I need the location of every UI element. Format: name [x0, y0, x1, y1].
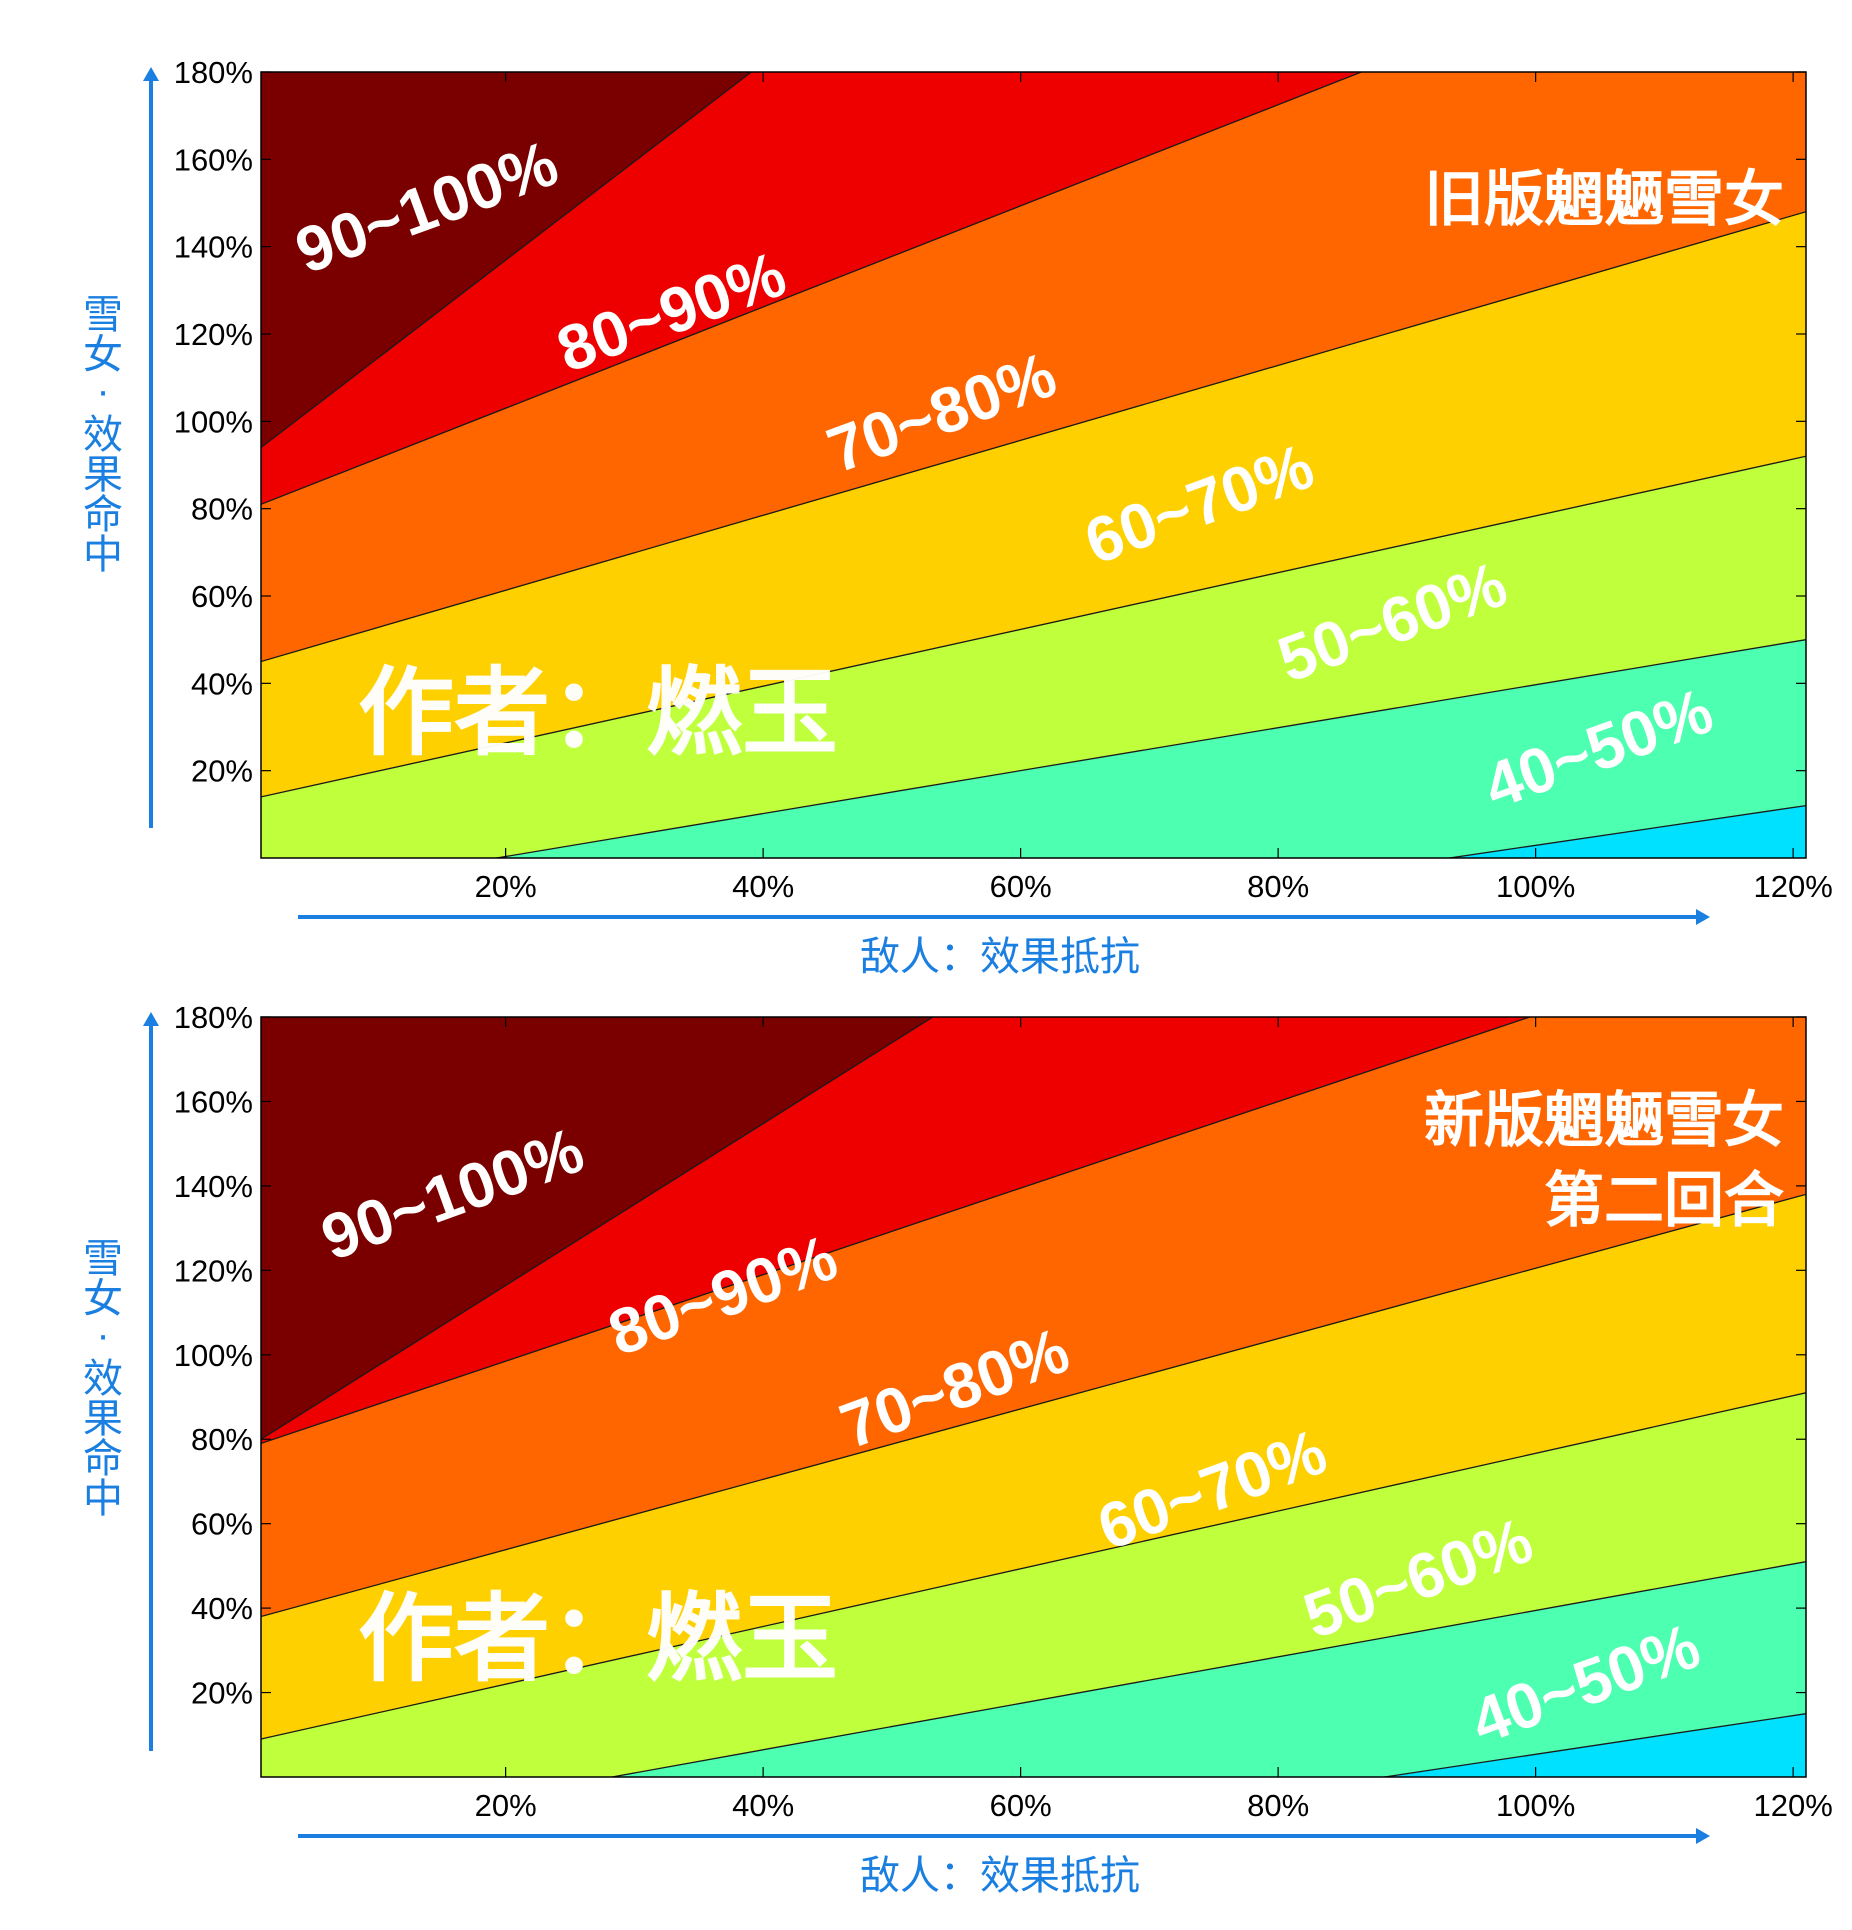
- x-axis-arrow-head: [1696, 1828, 1710, 1844]
- y-tick-label: 20%: [191, 754, 253, 789]
- x-tick-label: 20%: [475, 869, 537, 904]
- chart-panel-2: 90~100%80~90%70~80%60~70%50~60%40~50%20%…: [83, 1000, 1833, 1898]
- contour-line-50pct: [608, 1561, 1806, 1777]
- y-tick-label: 100%: [174, 1338, 253, 1373]
- x-tick-label: 100%: [1496, 869, 1575, 904]
- y-tick-label: 80%: [191, 1422, 253, 1457]
- y-tick-label: 40%: [191, 666, 253, 701]
- watermark-author: 作者：燃玉: [358, 1586, 838, 1693]
- y-axis-label: 雪女·效果命中: [83, 293, 123, 577]
- x-tick-label: 40%: [732, 1788, 794, 1823]
- y-tick-label: 180%: [174, 55, 253, 90]
- plot-frame: [260, 1016, 1807, 1778]
- y-tick-label: 180%: [174, 1000, 253, 1035]
- panel-title: 新版魍魉雪女: [1424, 1087, 1784, 1154]
- plot-area: 90~100%80~90%70~80%60~70%50~60%40~50%: [261, 1017, 1806, 1777]
- contour-line-90pct: [261, 72, 753, 449]
- x-tick-label: 60%: [990, 1788, 1052, 1823]
- y-tick-label: 140%: [174, 230, 253, 265]
- x-tick-label: 120%: [1753, 1788, 1832, 1823]
- y-tick-label: 80%: [191, 492, 253, 527]
- contour-line-80pct: [261, 1017, 1532, 1445]
- y-tick-label: 140%: [174, 1169, 253, 1204]
- contour-line-40pct: [1444, 804, 1806, 858]
- x-axis-label: 敌人：效果抵抗: [860, 935, 1140, 979]
- plot-area: 90~100%80~90%70~80%60~70%50~60%40~50%: [261, 72, 1806, 858]
- contour-line-60pct: [261, 455, 1806, 798]
- contour-line-60pct: [261, 1392, 1806, 1740]
- x-axis-arrow-head: [1696, 909, 1710, 925]
- contour-line-70pct: [261, 1193, 1806, 1618]
- contour-line-90pct: [261, 1017, 934, 1440]
- y-tick-label: 40%: [191, 1591, 253, 1626]
- x-tick-label: 100%: [1496, 1788, 1575, 1823]
- watermark-author: 作者：燃玉: [358, 660, 838, 767]
- contour-line-40pct: [1380, 1713, 1806, 1777]
- y-tick-label: 60%: [191, 1507, 253, 1542]
- x-tick-label: 80%: [1247, 1788, 1309, 1823]
- panel-title: 旧版魍魉雪女: [1424, 166, 1784, 233]
- contour-line-80pct: [261, 72, 1364, 505]
- y-tick-label: 160%: [174, 1084, 253, 1119]
- x-tick-label: 60%: [990, 869, 1052, 904]
- x-axis-label: 敌人：效果抵抗: [860, 1854, 1140, 1898]
- x-tick-label: 20%: [475, 1788, 537, 1823]
- panel-subtitle: 第二回合: [1544, 1167, 1784, 1234]
- y-tick-label: 120%: [174, 317, 253, 352]
- y-tick-label: 20%: [191, 1676, 253, 1711]
- y-axis-arrow-head: [143, 1012, 159, 1026]
- x-tick-label: 80%: [1247, 869, 1309, 904]
- y-axis-label: 雪女·效果命中: [83, 1237, 123, 1521]
- plot-frame: [260, 71, 1807, 859]
- y-tick-label: 100%: [174, 404, 253, 439]
- y-tick-label: 120%: [174, 1253, 253, 1288]
- chart-panel-1: 90~100%80~90%70~80%60~70%50~60%40~50%20%…: [83, 55, 1833, 979]
- contour-line-70pct: [261, 211, 1806, 663]
- x-tick-label: 40%: [732, 869, 794, 904]
- y-tick-label: 60%: [191, 579, 253, 614]
- contour-line-50pct: [492, 639, 1806, 858]
- y-tick-label: 160%: [174, 142, 253, 177]
- y-axis-arrow-head: [143, 67, 159, 81]
- x-tick-label: 120%: [1753, 869, 1832, 904]
